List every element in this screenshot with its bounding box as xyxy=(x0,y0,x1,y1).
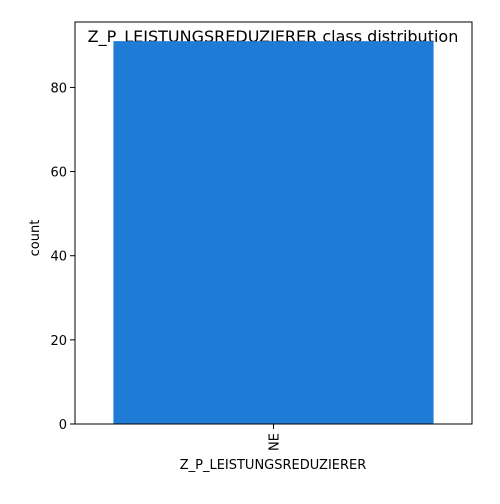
y-tick-label: 60 xyxy=(50,166,67,181)
bars-group xyxy=(113,41,434,425)
y-axis-label: count xyxy=(28,220,43,257)
y-tick-label: 20 xyxy=(50,334,67,349)
y-tick-label: 40 xyxy=(50,250,67,265)
y-tick-label: 80 xyxy=(50,81,67,96)
y-axis-ticks: 0 20 40 60 80 xyxy=(50,81,75,433)
x-axis-label: Z_P_LEISTUNGSREDUZIERER xyxy=(180,458,367,473)
x-tick-label: NE xyxy=(268,433,283,451)
plot-frame xyxy=(74,21,473,425)
y-tick-label: 0 xyxy=(59,418,67,433)
bar-ne xyxy=(113,41,434,425)
x-axis-ticks: NE xyxy=(268,424,283,451)
